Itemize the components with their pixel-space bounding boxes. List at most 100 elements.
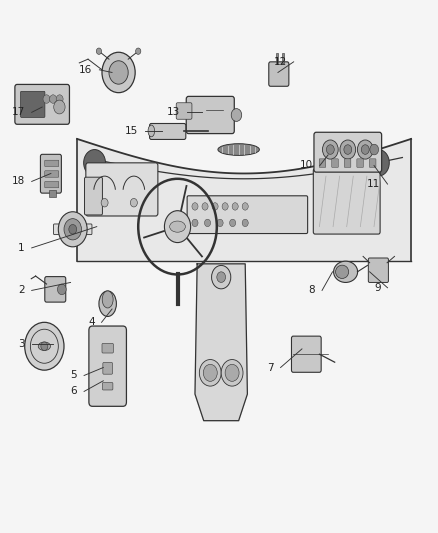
Text: 17: 17: [11, 107, 25, 117]
Circle shape: [322, 140, 338, 159]
Circle shape: [56, 95, 63, 103]
Text: 18: 18: [11, 176, 25, 187]
Ellipse shape: [102, 291, 113, 308]
Text: 2: 2: [18, 286, 25, 295]
Circle shape: [164, 211, 191, 243]
Circle shape: [202, 203, 208, 210]
FancyBboxPatch shape: [15, 84, 70, 124]
FancyBboxPatch shape: [53, 224, 92, 235]
Bar: [276, 53, 279, 63]
Circle shape: [58, 212, 87, 247]
Text: 1: 1: [18, 243, 25, 253]
Circle shape: [41, 342, 48, 351]
Ellipse shape: [334, 261, 357, 282]
Circle shape: [54, 100, 65, 114]
Circle shape: [69, 224, 77, 234]
FancyBboxPatch shape: [21, 91, 45, 117]
Circle shape: [84, 150, 106, 176]
Circle shape: [357, 140, 373, 159]
FancyBboxPatch shape: [102, 383, 113, 390]
Circle shape: [222, 203, 228, 210]
Text: 12: 12: [273, 57, 287, 67]
Ellipse shape: [38, 342, 50, 351]
Polygon shape: [77, 139, 411, 261]
FancyBboxPatch shape: [86, 163, 158, 216]
FancyBboxPatch shape: [89, 326, 127, 406]
FancyBboxPatch shape: [186, 96, 234, 134]
FancyBboxPatch shape: [269, 62, 289, 86]
Circle shape: [225, 365, 239, 381]
FancyBboxPatch shape: [45, 277, 66, 302]
Ellipse shape: [336, 265, 349, 278]
Circle shape: [101, 198, 108, 207]
FancyBboxPatch shape: [150, 124, 186, 140]
FancyBboxPatch shape: [45, 181, 59, 188]
Circle shape: [361, 145, 369, 155]
FancyBboxPatch shape: [85, 177, 102, 215]
FancyBboxPatch shape: [313, 168, 380, 234]
FancyBboxPatch shape: [291, 336, 321, 372]
Circle shape: [205, 219, 211, 227]
Text: 7: 7: [267, 362, 274, 373]
FancyBboxPatch shape: [319, 159, 326, 167]
Text: 8: 8: [308, 286, 315, 295]
Text: 13: 13: [166, 107, 180, 117]
Circle shape: [43, 95, 50, 103]
FancyBboxPatch shape: [187, 196, 307, 233]
Circle shape: [203, 365, 217, 381]
Bar: [49, 190, 56, 197]
FancyBboxPatch shape: [357, 159, 364, 167]
Circle shape: [199, 360, 221, 386]
Text: 10: 10: [300, 160, 313, 171]
Circle shape: [217, 272, 226, 282]
Ellipse shape: [148, 125, 155, 137]
Circle shape: [231, 109, 242, 122]
Circle shape: [96, 48, 102, 54]
Circle shape: [64, 219, 81, 240]
Text: 15: 15: [125, 126, 138, 136]
Text: 9: 9: [374, 283, 381, 293]
Text: 5: 5: [71, 370, 77, 381]
Circle shape: [242, 203, 248, 210]
Polygon shape: [195, 264, 247, 421]
FancyBboxPatch shape: [103, 362, 113, 374]
Circle shape: [221, 360, 243, 386]
Circle shape: [370, 144, 378, 155]
Circle shape: [57, 284, 66, 295]
Text: 4: 4: [88, 317, 95, 327]
Circle shape: [25, 322, 64, 370]
Ellipse shape: [99, 291, 117, 317]
FancyBboxPatch shape: [102, 343, 113, 353]
Circle shape: [367, 150, 389, 176]
Bar: [282, 53, 285, 63]
Circle shape: [49, 95, 57, 103]
FancyBboxPatch shape: [344, 159, 351, 167]
Ellipse shape: [170, 221, 185, 232]
FancyBboxPatch shape: [45, 160, 59, 166]
Circle shape: [136, 48, 141, 54]
FancyBboxPatch shape: [40, 155, 61, 193]
FancyBboxPatch shape: [369, 159, 376, 167]
Text: 6: 6: [71, 386, 77, 397]
Circle shape: [109, 61, 128, 84]
FancyBboxPatch shape: [368, 258, 389, 282]
FancyBboxPatch shape: [314, 132, 381, 172]
Ellipse shape: [218, 144, 259, 156]
Text: 3: 3: [18, 338, 25, 349]
Circle shape: [102, 52, 135, 93]
Circle shape: [340, 140, 356, 159]
Circle shape: [212, 265, 231, 289]
Circle shape: [212, 203, 218, 210]
Circle shape: [242, 219, 248, 227]
Text: 11: 11: [367, 179, 381, 189]
FancyBboxPatch shape: [332, 159, 338, 167]
Circle shape: [230, 219, 236, 227]
Circle shape: [192, 203, 198, 210]
Circle shape: [131, 198, 138, 207]
Circle shape: [344, 145, 352, 155]
Circle shape: [326, 145, 334, 155]
Circle shape: [217, 219, 223, 227]
Circle shape: [232, 203, 238, 210]
Text: 16: 16: [79, 65, 92, 75]
Circle shape: [192, 219, 198, 227]
